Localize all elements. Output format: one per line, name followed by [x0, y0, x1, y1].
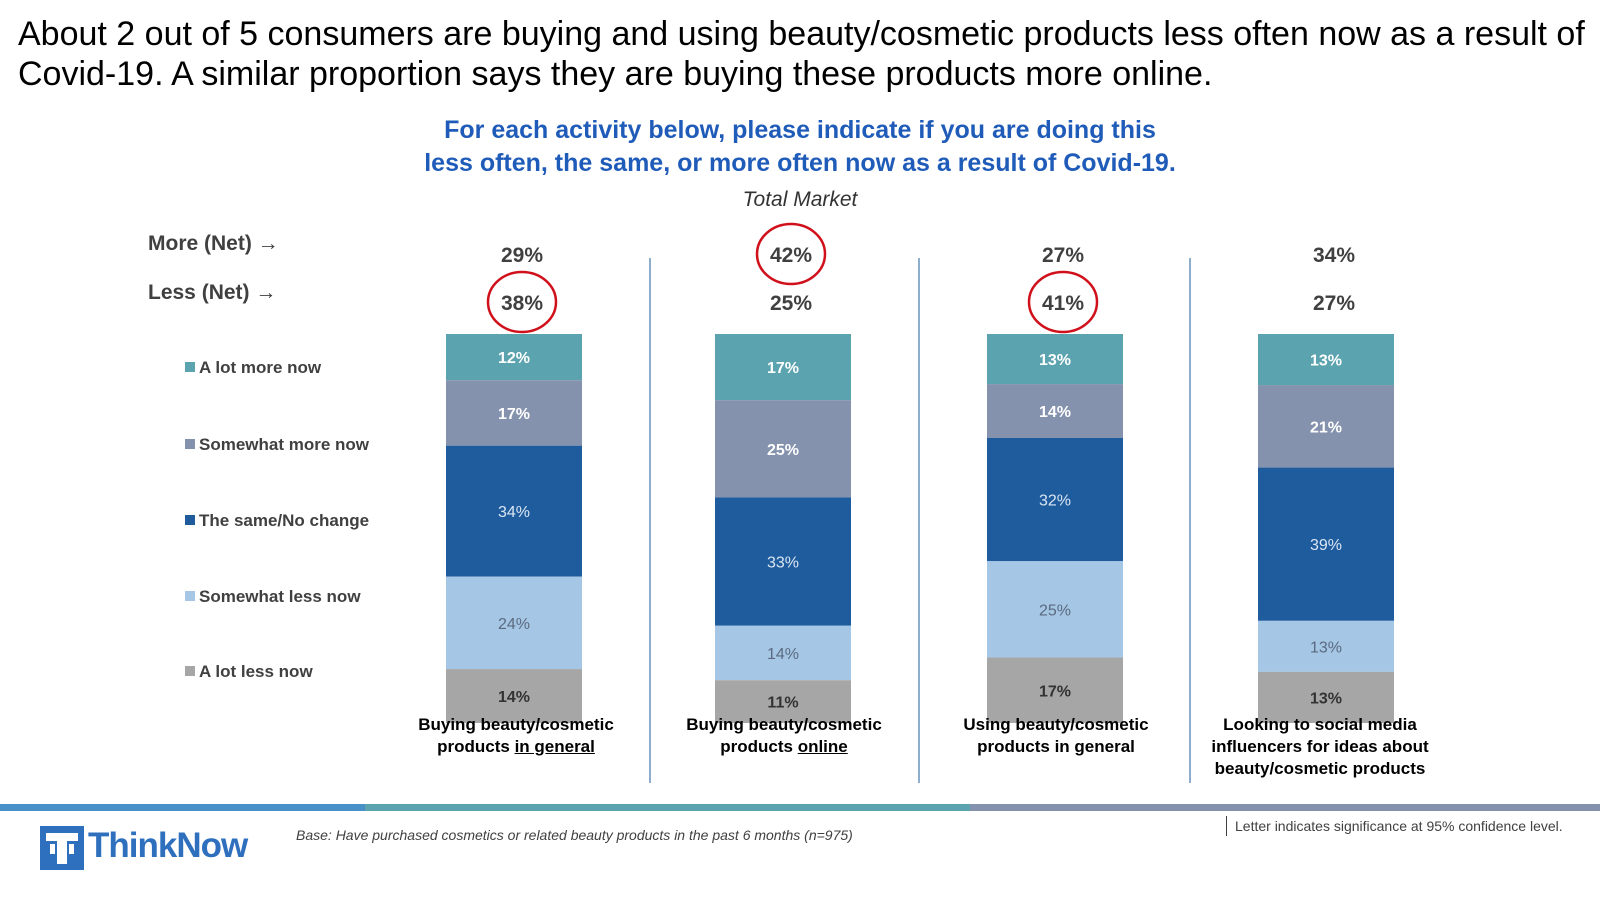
- highlight-circle: [1027, 270, 1099, 334]
- highlight-circle: [755, 222, 827, 286]
- data-label: 13%: [1310, 690, 1342, 707]
- thinknow-logo-text: ThinkNow: [88, 826, 248, 865]
- footer-bar-grey: [970, 804, 1600, 811]
- survey-question-line-1: For each activity below, please indicate…: [444, 116, 1156, 144]
- data-label: 13%: [1039, 352, 1071, 369]
- bar-segment: [715, 625, 851, 681]
- survey-question-line-2: less often, the same, or more often now …: [424, 149, 1176, 177]
- chart-subtitle: Total Market: [742, 188, 858, 211]
- base-note: Base: Have purchased cosmetics or relate…: [296, 827, 853, 843]
- data-label: 32%: [1039, 493, 1071, 510]
- legend-item-a-lot-more: A lot more now: [185, 358, 321, 378]
- data-label: 11%: [767, 695, 798, 712]
- category-label-using-general: Using beauty/cosmetic products in genera…: [963, 715, 1149, 756]
- legend-swatch: [185, 591, 195, 601]
- data-label: 17%: [767, 360, 799, 377]
- less-net-value: 25%: [770, 292, 812, 315]
- data-label: 24%: [498, 616, 530, 633]
- legend-item-same: The same/No change: [185, 511, 369, 531]
- bar-segment: [1258, 385, 1394, 468]
- legend-swatch: [185, 439, 195, 449]
- data-label: 21%: [1310, 419, 1342, 436]
- data-label: 17%: [1039, 683, 1071, 700]
- less-net-label: Less (Net) →: [148, 281, 277, 304]
- bar-segment: [987, 437, 1123, 562]
- bar-segment: [1258, 334, 1394, 386]
- data-label: 13%: [1310, 353, 1342, 370]
- survey-question: For each activity below, please indicate…: [300, 114, 1300, 180]
- bar-segment: [446, 334, 582, 381]
- bar-segment: [446, 576, 582, 670]
- bar-segment: [987, 334, 1123, 385]
- legend-label: A lot less now: [199, 662, 313, 681]
- more-net-value: 27%: [1042, 244, 1084, 267]
- data-label: 34%: [498, 504, 530, 521]
- legend-item-somewhat-less: Somewhat less now: [185, 587, 361, 607]
- highlight-circle: [486, 270, 558, 334]
- bar-segment: [446, 445, 582, 577]
- data-label: 14%: [767, 646, 799, 663]
- bar-segment: [715, 334, 851, 401]
- data-label: 25%: [767, 442, 799, 459]
- slide-headline: About 2 out of 5 consumers are buying an…: [18, 15, 1585, 93]
- legend-label: A lot more now: [199, 358, 322, 377]
- data-label: 39%: [1310, 537, 1342, 554]
- data-label: 25%: [1039, 602, 1071, 619]
- significance-note: Letter indicates significance at 95% con…: [1226, 816, 1563, 836]
- less-net-value: 41%: [1042, 292, 1084, 315]
- data-label: 14%: [498, 689, 530, 706]
- bar-segment: [446, 380, 582, 446]
- legend-label: Somewhat more now: [199, 435, 370, 454]
- legend-swatch: [185, 362, 195, 372]
- legend-swatch: [185, 666, 195, 676]
- legend-label: Somewhat less now: [199, 587, 361, 606]
- legend-item-somewhat-more: Somewhat more now: [185, 435, 369, 455]
- bar-segment: [1258, 620, 1394, 672]
- more-net-value: 42%: [770, 244, 812, 267]
- legend-swatch: [185, 515, 195, 525]
- less-net-value: 27%: [1313, 292, 1355, 315]
- bar-segment: [715, 400, 851, 498]
- bar-segment: [987, 384, 1123, 438]
- data-label: 13%: [1310, 639, 1342, 656]
- data-label: 17%: [498, 406, 530, 423]
- more-net-value: 29%: [501, 244, 543, 267]
- category-label-buying-general: Buying beauty/cosmetic products in gener…: [418, 715, 614, 756]
- data-label: 33%: [767, 555, 799, 572]
- more-net-value: 34%: [1313, 244, 1355, 267]
- bar-segment: [987, 561, 1123, 658]
- category-label-social-influencers: Looking to social media influencers for …: [1211, 715, 1429, 778]
- data-label: 14%: [1039, 404, 1071, 421]
- less-net-value: 38%: [501, 292, 543, 315]
- legend-label: The same/No change: [199, 511, 370, 530]
- category-label-buying-online: Buying beauty/cosmetic products online: [686, 715, 882, 756]
- footer-bar-teal: [365, 804, 970, 811]
- bar-segment: [1258, 467, 1394, 621]
- bar-segment: [715, 497, 851, 626]
- data-label: 12%: [498, 350, 530, 367]
- more-net-label: More (Net) →: [148, 232, 279, 255]
- legend-item-a-lot-less: A lot less now: [185, 662, 313, 682]
- thinknow-logo-icon: [40, 826, 84, 870]
